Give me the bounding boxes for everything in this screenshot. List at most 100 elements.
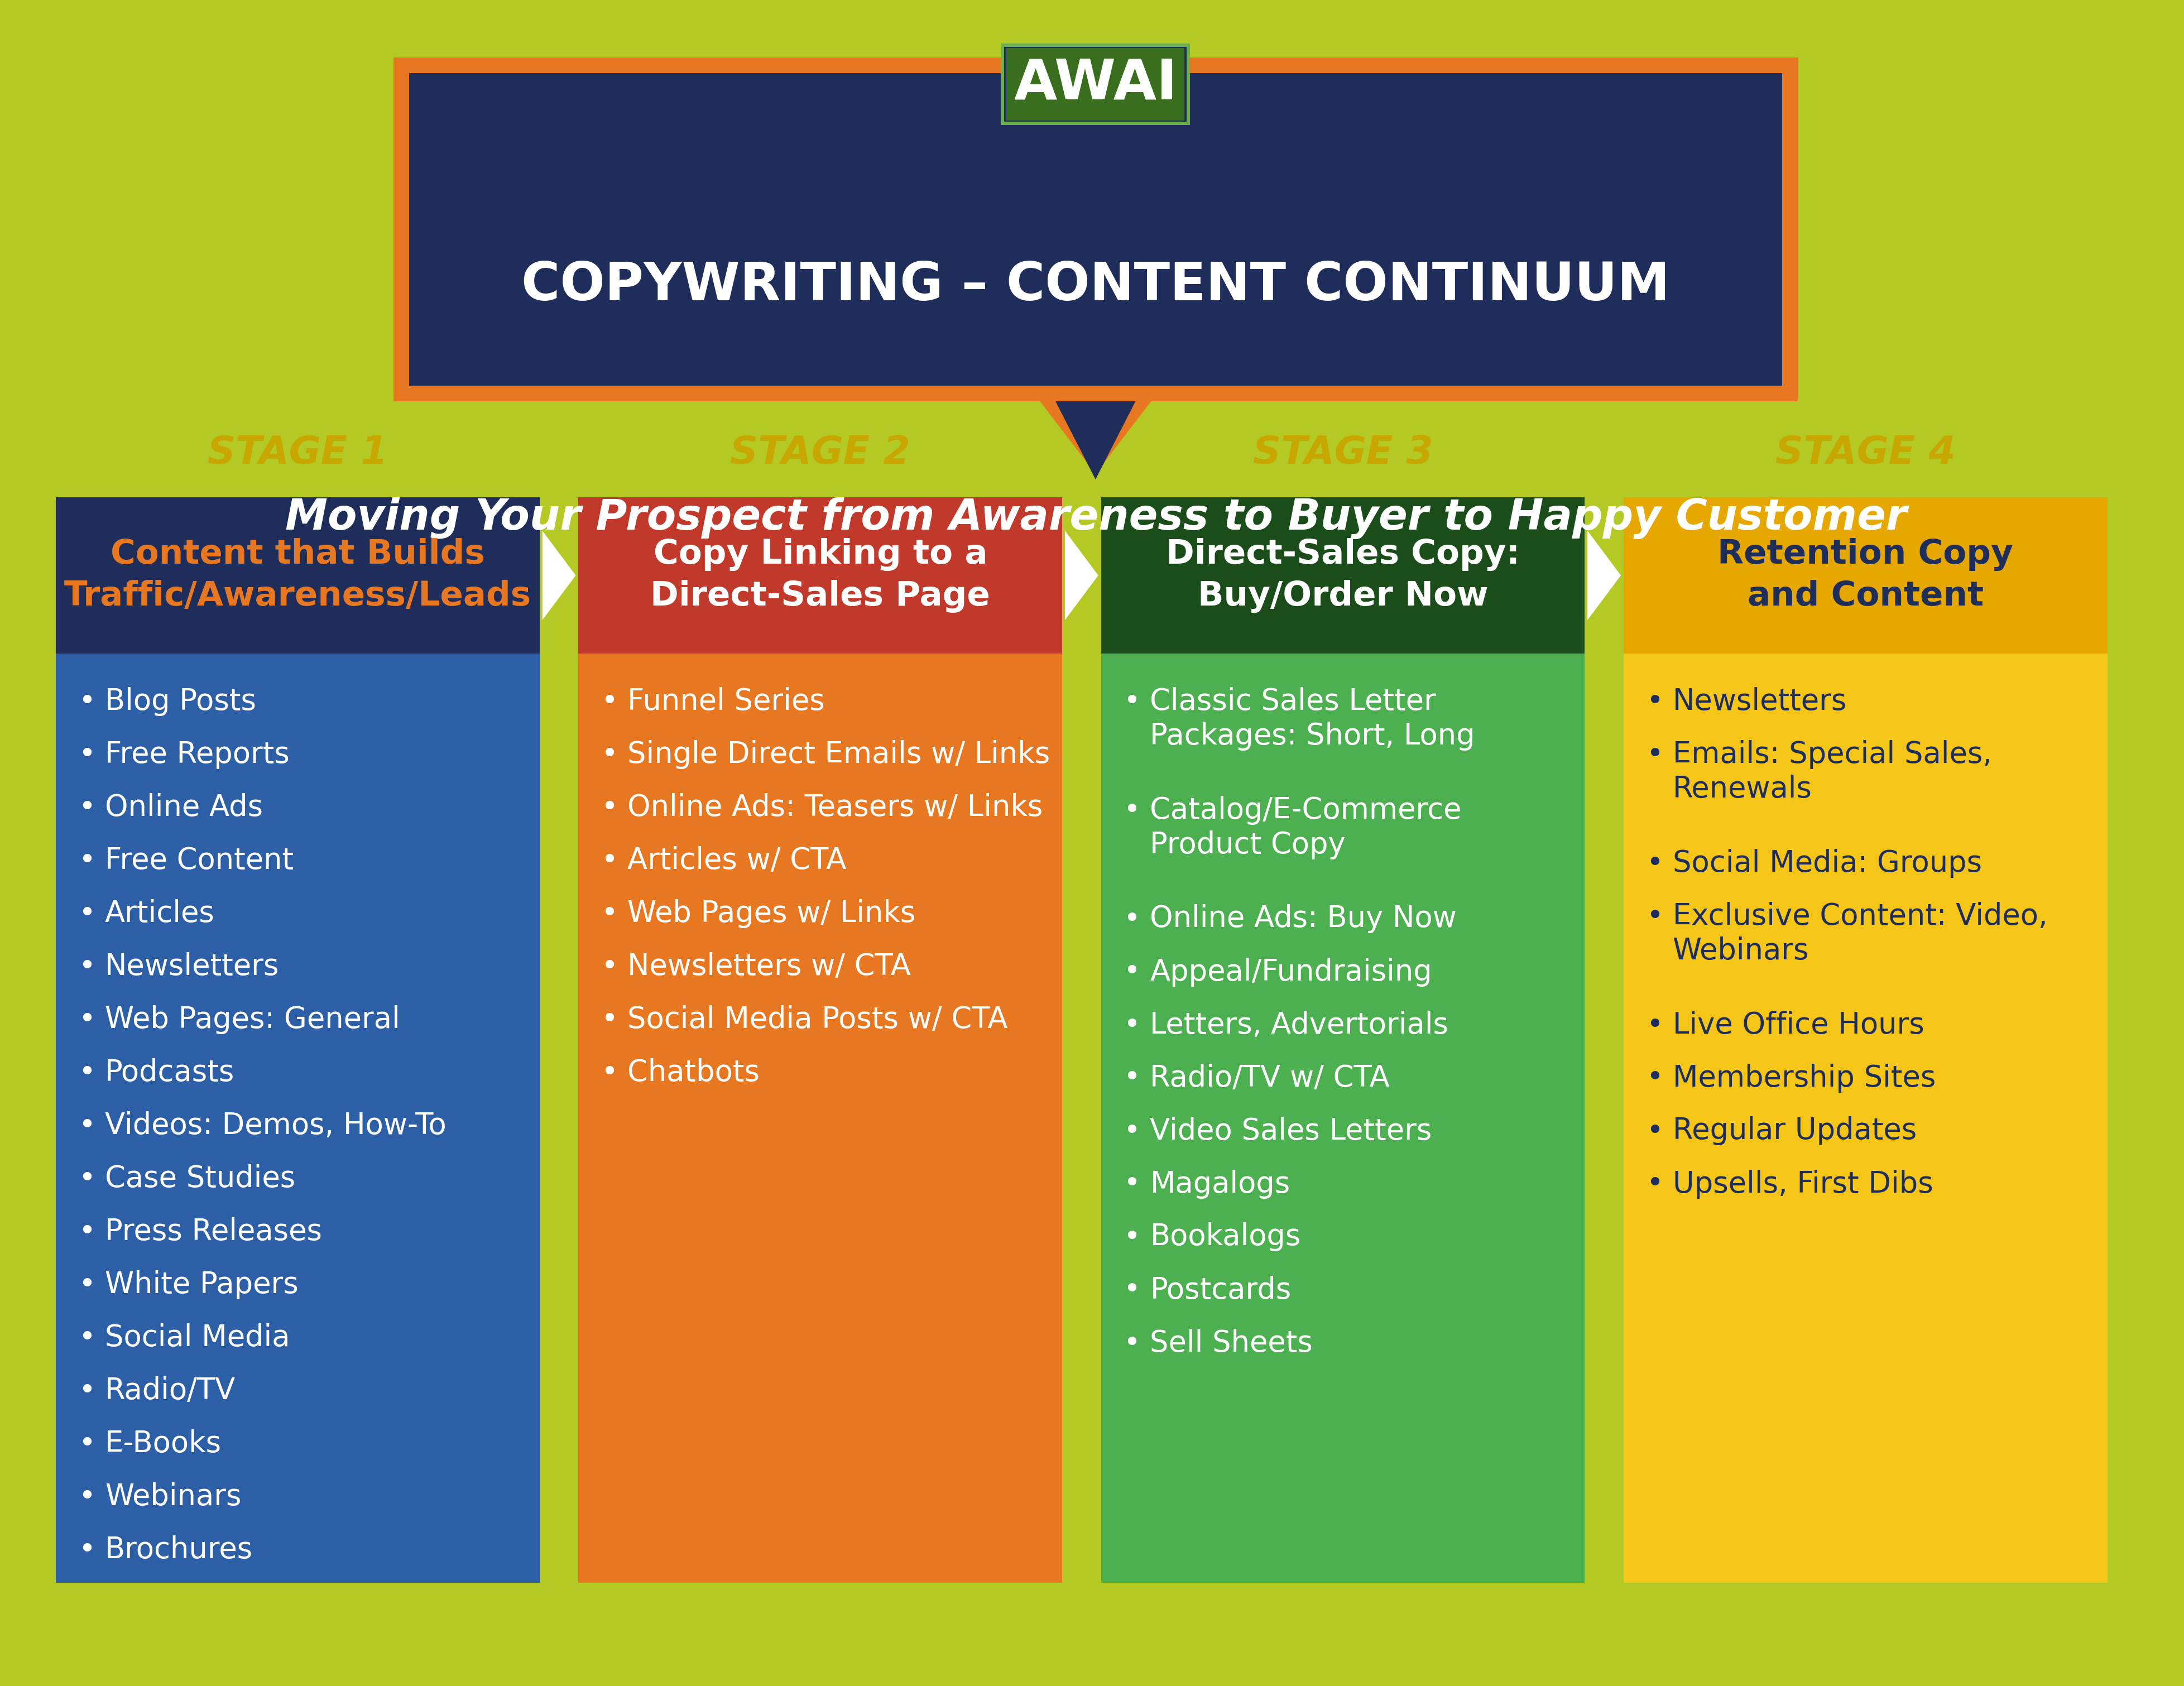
Text: Radio/TV: Radio/TV <box>105 1376 236 1404</box>
Text: Free Reports: Free Reports <box>105 740 290 769</box>
Text: STAGE 1: STAGE 1 <box>207 433 389 472</box>
Text: Letters, Advertorials: Letters, Advertorials <box>1151 1010 1448 1040</box>
Text: •: • <box>79 1163 96 1194</box>
Text: •: • <box>79 899 96 927</box>
Text: Online Ads: Buy Now: Online Ads: Buy Now <box>1151 904 1457 934</box>
Polygon shape <box>1055 401 1136 479</box>
Text: Web Pages w/ Links: Web Pages w/ Links <box>627 899 915 927</box>
Text: •: • <box>79 1536 96 1565</box>
Polygon shape <box>1588 531 1621 620</box>
Text: Direct-Sales Copy:
Buy/Order Now: Direct-Sales Copy: Buy/Order Now <box>1166 538 1520 612</box>
Text: •: • <box>1123 686 1140 717</box>
Text: •: • <box>1123 1116 1140 1145</box>
FancyBboxPatch shape <box>408 72 1782 386</box>
Text: •: • <box>601 1059 618 1087</box>
Text: STAGE 2: STAGE 2 <box>729 433 911 472</box>
Polygon shape <box>1040 401 1151 474</box>
Text: •: • <box>1647 686 1664 717</box>
FancyBboxPatch shape <box>1007 47 1184 120</box>
Text: •: • <box>79 1005 96 1034</box>
Text: White Papers: White Papers <box>105 1270 299 1300</box>
Text: Membership Sites: Membership Sites <box>1673 1064 1935 1093</box>
Text: •: • <box>1647 1010 1664 1040</box>
Text: AWAI: AWAI <box>1013 57 1177 111</box>
Text: Newsletters: Newsletters <box>1673 686 1848 717</box>
Text: Social Media: Groups: Social Media: Groups <box>1673 848 1981 878</box>
Text: •: • <box>79 1482 96 1511</box>
Polygon shape <box>1066 531 1099 620</box>
Text: Emails: Special Sales,
Renewals: Emails: Special Sales, Renewals <box>1673 740 1992 804</box>
FancyBboxPatch shape <box>1000 44 1190 125</box>
Text: Moving Your Prospect from Awareness to Buyer to Happy Customer: Moving Your Prospect from Awareness to B… <box>286 497 1907 540</box>
Text: •: • <box>79 1059 96 1087</box>
Text: •: • <box>79 1217 96 1246</box>
Text: •: • <box>1647 1064 1664 1093</box>
Text: Bookalogs: Bookalogs <box>1151 1222 1302 1251</box>
Text: Social Media Posts w/ CTA: Social Media Posts w/ CTA <box>627 1005 1007 1034</box>
Text: Upsells, First Dibs: Upsells, First Dibs <box>1673 1170 1933 1199</box>
Text: Articles w/ CTA: Articles w/ CTA <box>627 846 847 875</box>
FancyBboxPatch shape <box>1623 654 2108 1583</box>
Text: •: • <box>601 1005 618 1034</box>
FancyBboxPatch shape <box>579 654 1061 1583</box>
Text: •: • <box>1647 1170 1664 1199</box>
Text: •: • <box>79 792 96 823</box>
FancyBboxPatch shape <box>1623 497 2108 654</box>
Text: •: • <box>1123 796 1140 824</box>
FancyBboxPatch shape <box>57 497 539 654</box>
FancyBboxPatch shape <box>1101 654 1586 1583</box>
Text: Newsletters w/ CTA: Newsletters w/ CTA <box>627 953 911 981</box>
Text: Blog Posts: Blog Posts <box>105 686 256 717</box>
Text: Retention Copy
and Content: Retention Copy and Content <box>1717 538 2014 612</box>
Text: Podcasts: Podcasts <box>105 1059 234 1087</box>
Text: •: • <box>601 792 618 823</box>
Text: Exclusive Content: Video,
Webinars: Exclusive Content: Video, Webinars <box>1673 902 2046 966</box>
Text: •: • <box>1123 1329 1140 1357</box>
FancyBboxPatch shape <box>393 57 1797 401</box>
Text: Magalogs: Magalogs <box>1151 1170 1291 1199</box>
FancyBboxPatch shape <box>1005 47 1186 121</box>
Text: •: • <box>601 686 618 717</box>
Text: •: • <box>1647 1116 1664 1145</box>
Text: •: • <box>601 846 618 875</box>
Text: •: • <box>79 1430 96 1458</box>
Text: •: • <box>79 1270 96 1300</box>
Text: Sell Sheets: Sell Sheets <box>1151 1329 1313 1357</box>
Text: •: • <box>1123 1010 1140 1040</box>
Text: •: • <box>601 899 618 927</box>
Text: STAGE 3: STAGE 3 <box>1254 433 1433 472</box>
Text: •: • <box>79 1324 96 1352</box>
Text: •: • <box>79 1376 96 1404</box>
Text: Chatbots: Chatbots <box>627 1059 760 1087</box>
Text: Classic Sales Letter
Packages: Short, Long: Classic Sales Letter Packages: Short, Lo… <box>1151 686 1474 750</box>
Text: Regular Updates: Regular Updates <box>1673 1116 1918 1145</box>
Text: STAGE 4: STAGE 4 <box>1776 433 1955 472</box>
Text: •: • <box>1647 740 1664 769</box>
Text: Free Content: Free Content <box>105 846 293 875</box>
Text: •: • <box>79 953 96 981</box>
Text: •: • <box>1123 1170 1140 1199</box>
Text: Appeal/Fundraising: Appeal/Fundraising <box>1151 958 1433 986</box>
Text: Radio/TV w/ CTA: Radio/TV w/ CTA <box>1151 1064 1389 1093</box>
Text: •: • <box>601 953 618 981</box>
Text: Videos: Demos, How-To: Videos: Demos, How-To <box>105 1111 446 1140</box>
Text: •: • <box>1123 1064 1140 1093</box>
Text: Newsletters: Newsletters <box>105 953 280 981</box>
Text: Online Ads: Online Ads <box>105 792 262 823</box>
Text: Brochures: Brochures <box>105 1536 253 1565</box>
Text: Press Releases: Press Releases <box>105 1217 321 1246</box>
Polygon shape <box>542 531 577 620</box>
Text: •: • <box>1647 902 1664 931</box>
Text: •: • <box>1123 904 1140 934</box>
Text: •: • <box>1123 1276 1140 1305</box>
Text: Content that Builds
Traffic/Awareness/Leads: Content that Builds Traffic/Awareness/Le… <box>63 538 531 612</box>
Text: Video Sales Letters: Video Sales Letters <box>1151 1116 1433 1145</box>
Text: •: • <box>1647 848 1664 878</box>
Text: •: • <box>1123 1222 1140 1251</box>
Text: Social Media: Social Media <box>105 1324 290 1352</box>
Text: Web Pages: General: Web Pages: General <box>105 1005 400 1034</box>
Text: Articles: Articles <box>105 899 214 927</box>
Text: •: • <box>601 740 618 769</box>
Text: Webinars: Webinars <box>105 1482 240 1511</box>
Text: •: • <box>79 740 96 769</box>
